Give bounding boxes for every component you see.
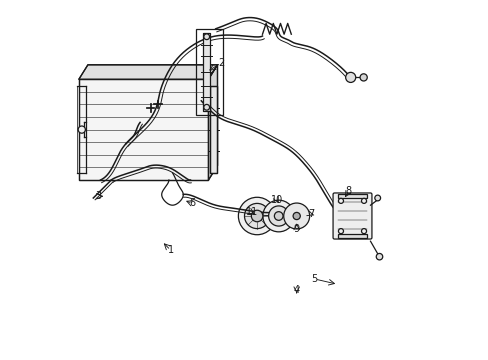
- Polygon shape: [203, 33, 209, 111]
- Circle shape: [338, 198, 343, 203]
- Text: 3: 3: [96, 191, 102, 201]
- Circle shape: [244, 203, 269, 229]
- FancyBboxPatch shape: [332, 193, 371, 239]
- Polygon shape: [208, 65, 217, 180]
- Polygon shape: [79, 79, 208, 180]
- Circle shape: [263, 200, 294, 232]
- Circle shape: [274, 212, 283, 220]
- Circle shape: [268, 206, 288, 226]
- Text: 9: 9: [293, 224, 299, 234]
- Polygon shape: [337, 194, 366, 198]
- Circle shape: [375, 253, 382, 260]
- Text: 6: 6: [189, 198, 195, 208]
- Circle shape: [374, 195, 380, 201]
- Polygon shape: [210, 86, 216, 173]
- Text: 7: 7: [307, 209, 314, 219]
- Circle shape: [251, 210, 263, 222]
- Text: 10: 10: [270, 195, 283, 205]
- Circle shape: [283, 203, 309, 229]
- Text: 11: 11: [245, 207, 257, 217]
- Bar: [196, 29, 223, 115]
- Circle shape: [78, 126, 85, 133]
- Circle shape: [203, 104, 209, 110]
- Circle shape: [361, 198, 366, 203]
- Text: 1: 1: [167, 245, 173, 255]
- Circle shape: [345, 72, 355, 82]
- Circle shape: [203, 34, 209, 40]
- Circle shape: [361, 229, 366, 234]
- Circle shape: [359, 74, 366, 81]
- Circle shape: [238, 197, 275, 235]
- Text: 8: 8: [345, 186, 351, 196]
- Text: 2: 2: [218, 58, 224, 68]
- Circle shape: [292, 212, 300, 220]
- Polygon shape: [79, 65, 217, 79]
- Circle shape: [338, 229, 343, 234]
- Polygon shape: [337, 234, 366, 238]
- Text: 4: 4: [293, 285, 299, 295]
- Text: 5: 5: [311, 274, 317, 284]
